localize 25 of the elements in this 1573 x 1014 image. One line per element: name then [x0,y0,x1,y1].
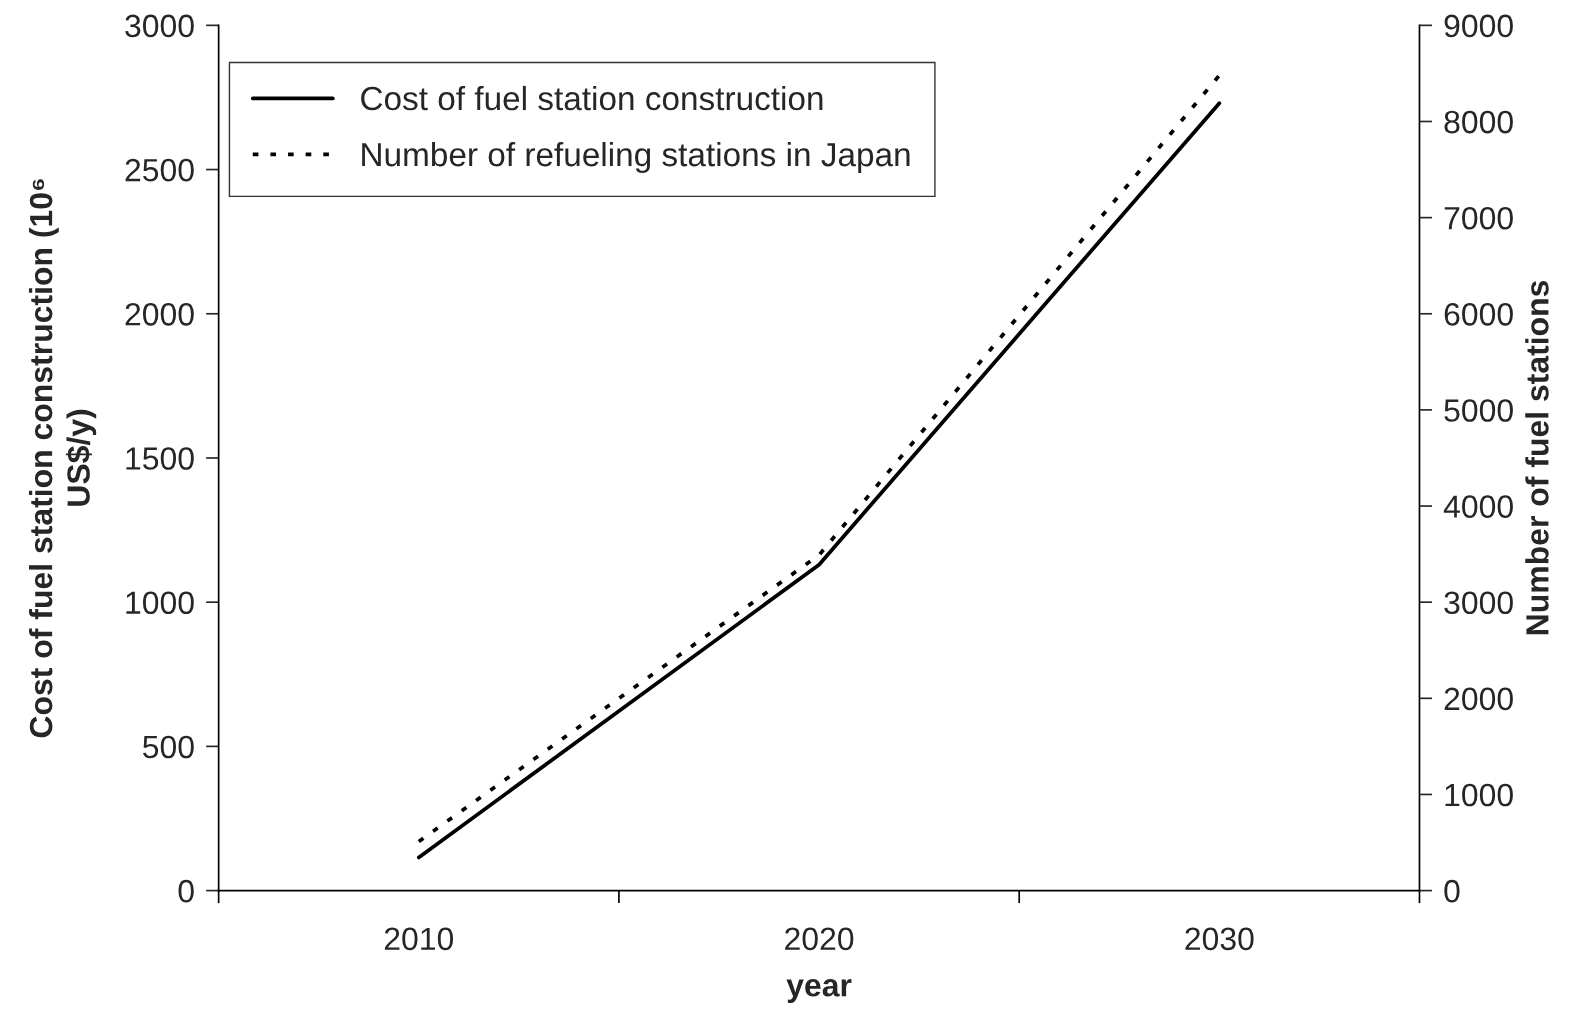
y2-tick-label: 4000 [1443,495,1513,518]
y2-tick-label: 5000 [1444,399,1513,422]
y2-tick-label: 8000 [1444,110,1513,134]
y2-tick-label: 7000 [1444,206,1513,230]
x-tick-label: 2030 [1185,927,1254,951]
y-tick-label: 2000 [125,303,194,326]
y2-tick-label: 6000 [1444,303,1513,326]
y-tick-label: 1000 [126,591,194,615]
y-tick-label: 3000 [125,14,194,38]
y2-tick-label: 2000 [1444,687,1513,711]
y2-tick-label: 3000 [1444,591,1513,615]
y2-tick-label: 1000 [1445,783,1513,807]
y2-tick-label: 9000 [1444,14,1513,38]
x-axis-title: year [786,979,852,1003]
legend-label: Cost of fuel station construction [361,85,823,111]
y-tick-label: 2500 [125,158,194,182]
y2-axis-title: Number of fuel stations [1525,280,1549,635]
y-tick-label: 500 [143,735,194,759]
x-tick-label: 2020 [785,927,854,951]
y2-tick-label: 0 [1444,879,1460,903]
legend-label: Number of refueling stations in Japan [362,141,910,174]
x-tick-label: 2010 [384,927,454,951]
y-axis-title: Cost of fuel station construction (10⁶ US$/y) [28,179,97,738]
y-tick-label: 0 [178,879,194,903]
y-tick-label: 1500 [126,447,194,470]
